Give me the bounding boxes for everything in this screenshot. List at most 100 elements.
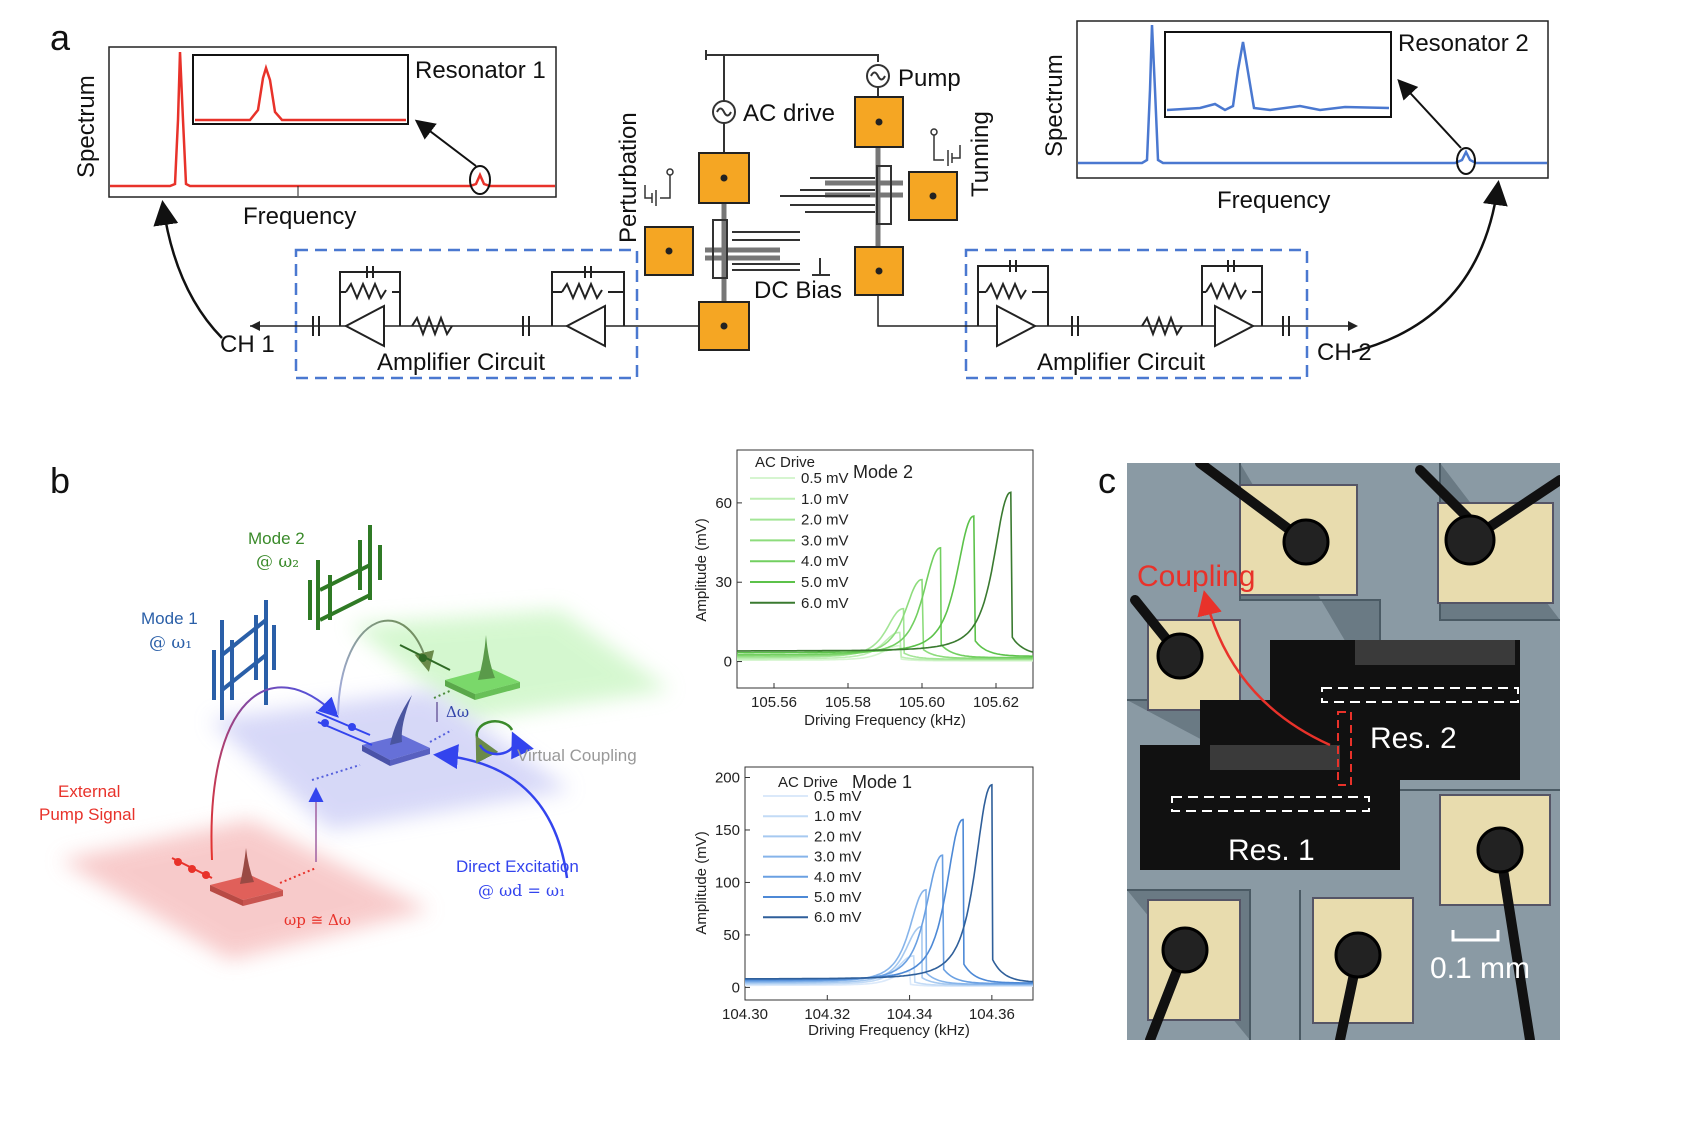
resonator-2-label: Resonator 2	[1398, 30, 1529, 57]
spectrum-1-plot: Resonator 1 Frequency Spectrum	[73, 46, 557, 230]
spectrum-2-plot: Resonator 2 Frequency Spectrum	[1041, 20, 1549, 214]
direct-excitation-arrow	[433, 744, 569, 879]
panel-label-b: b	[50, 460, 70, 501]
spectrum-1-ylabel: Spectrum	[73, 75, 100, 178]
direct-excitation-freq: @ ωd = ω₁	[478, 881, 565, 900]
x-tick-label: 105.62	[973, 694, 1019, 711]
ch1-label: CH 1	[220, 331, 275, 358]
virtual-coupling-icon	[475, 720, 514, 764]
y-tick-label: 60	[715, 495, 732, 512]
legend-entry: 5.0 mV	[801, 574, 849, 591]
spectrum-2-inset	[1164, 31, 1392, 118]
legend-entry: 0.5 mV	[801, 470, 849, 487]
mode-1-series-4-0-mV	[745, 854, 1033, 985]
mode-2-chart-title: Mode 2	[853, 462, 913, 482]
resonator-1-peak-marker	[469, 165, 491, 195]
inset-arrow-2	[1397, 79, 1462, 149]
coupling-label: Coupling	[1137, 560, 1255, 593]
pump-pad	[210, 875, 283, 900]
y-tick-label: 150	[715, 822, 740, 839]
mode-1-ylabel: Amplitude (mV)	[693, 831, 710, 934]
mode-2-pad	[445, 668, 520, 694]
x-tick-label: 105.58	[825, 694, 871, 711]
mode-2-series-6-0-mV	[737, 491, 1034, 653]
y-tick-label: 50	[723, 927, 740, 944]
y-tick-label: 0	[724, 654, 732, 671]
ch2-to-spectrum-arrow	[1351, 180, 1508, 354]
ch1-to-spectrum-arrow	[153, 200, 223, 339]
y-tick-label: 0	[732, 979, 740, 996]
spectrum-2-curve	[1078, 24, 1547, 165]
mode-2-plane	[350, 610, 670, 720]
panel-label-c: c	[1098, 460, 1116, 501]
mode-2-curves	[737, 491, 1034, 662]
legend-entry: 0.5 mV	[814, 788, 862, 805]
mems-device-schematic: AC drive Pump DC Bias Perturbation Tunni…	[615, 50, 994, 351]
x-tick-label: 105.56	[751, 694, 797, 711]
mode-1-label: Mode 1	[141, 609, 198, 628]
legend-entry: 6.0 mV	[814, 909, 862, 926]
y-tick-label: 30	[715, 574, 732, 591]
spectrum-1-inset	[192, 54, 409, 125]
delta-omega-label: Δω	[446, 703, 469, 721]
mode-coupling-arc-arrow	[337, 619, 435, 716]
legend-entry: 6.0 mV	[801, 595, 849, 612]
legend-entry: 5.0 mV	[814, 889, 862, 906]
device-micrograph: Coupling Res. 2 Res. 1 0.1 mm	[1127, 463, 1560, 1040]
x-tick-label: 104.30	[722, 1006, 768, 1023]
inset-arrow-1	[414, 119, 477, 167]
mode-2-chart: 105.56 105.58 105.60 105.62 0 30 60 0.5 mV 1.0 …	[693, 449, 1034, 729]
mode-2-series-2-0-mV	[737, 607, 1033, 660]
spectrum-2-ylabel: Spectrum	[1041, 54, 1068, 157]
external-pump-label-line1: External	[58, 782, 120, 801]
electrodes	[644, 96, 958, 351]
coupling-region	[1337, 711, 1352, 786]
perturbation-label: Perturbation	[615, 112, 642, 243]
direct-excitation-label: Direct Excitation	[456, 857, 579, 876]
amplifier-circuit-right: Amplifier Circuit	[877, 248, 1358, 380]
pump-relation-label: ωp ≅ Δω	[284, 911, 351, 929]
virtual-coupling-schematic: Mode 2 @ ω₂ Mode 1 @ ω₁	[39, 525, 670, 960]
resonator-1-label: Resonator 1	[415, 57, 546, 84]
dc-bias-label: DC Bias	[754, 277, 842, 304]
panel-label-a: a	[50, 17, 71, 58]
mode-1-curves	[745, 783, 1034, 987]
legend-entry: 2.0 mV	[801, 512, 849, 529]
spectrum-1-inset-curve	[195, 63, 406, 122]
mode-2-legend-title: AC Drive	[755, 454, 815, 471]
mode-2-series-3-0-mV	[737, 578, 1033, 660]
legend-entry: 4.0 mV	[814, 869, 862, 886]
x-tick-label: 105.60	[899, 694, 945, 711]
mode-1-chart-title: Mode 1	[852, 772, 912, 792]
pump-label: Pump	[898, 65, 961, 92]
mode-1-series-3-0-mV	[745, 888, 1033, 986]
spectrum-2-inset-curve	[1166, 41, 1390, 112]
ac-drive-label: AC drive	[743, 100, 835, 127]
mode-2-ylabel: Amplitude (mV)	[693, 518, 710, 621]
y-tick-label: 200	[715, 769, 740, 786]
resonator-2-peak-marker	[1456, 147, 1476, 175]
mode-1-pad	[362, 735, 430, 760]
legend-entry: 1.0 mV	[814, 808, 862, 825]
mode-1-series-6-0-mV	[745, 783, 1034, 983]
legend-entry: 4.0 mV	[801, 553, 849, 570]
scale-bar	[1451, 930, 1500, 942]
mode-1-resonator-icon	[212, 600, 276, 720]
mode-1-freq: @ ω₁	[149, 633, 192, 653]
ch2-label: CH 2	[1317, 339, 1372, 366]
mode-1-legend: 0.5 mV 1.0 mV 2.0 mV 3.0 mV 4.0 mV 5.0 mV 6.0 …	[763, 788, 862, 926]
legend-entry: 3.0 mV	[801, 532, 849, 549]
mode-2-series-4-0-mV	[737, 546, 1033, 659]
spectrum-2-xlabel: Frequency	[1217, 187, 1330, 214]
res-2-label: Res. 2	[1370, 722, 1457, 755]
mode-1-xlabel: Driving Frequency (kHz)	[808, 1022, 970, 1039]
coupling-arrow	[1197, 590, 1331, 747]
mode-2-legend: 0.5 mV 1.0 mV 2.0 mV 3.0 mV 4.0 mV 5.0 mV 6.0 …	[750, 470, 849, 612]
legend-entry: 1.0 mV	[801, 491, 849, 508]
tunning-label: Tunning	[967, 111, 994, 197]
mode-2-freq: @ ω₂	[256, 552, 299, 572]
spectrum-1-xlabel: Frequency	[243, 203, 356, 230]
x-tick-label: 104.32	[804, 1006, 850, 1023]
pump-arc-arrow	[210, 686, 339, 861]
